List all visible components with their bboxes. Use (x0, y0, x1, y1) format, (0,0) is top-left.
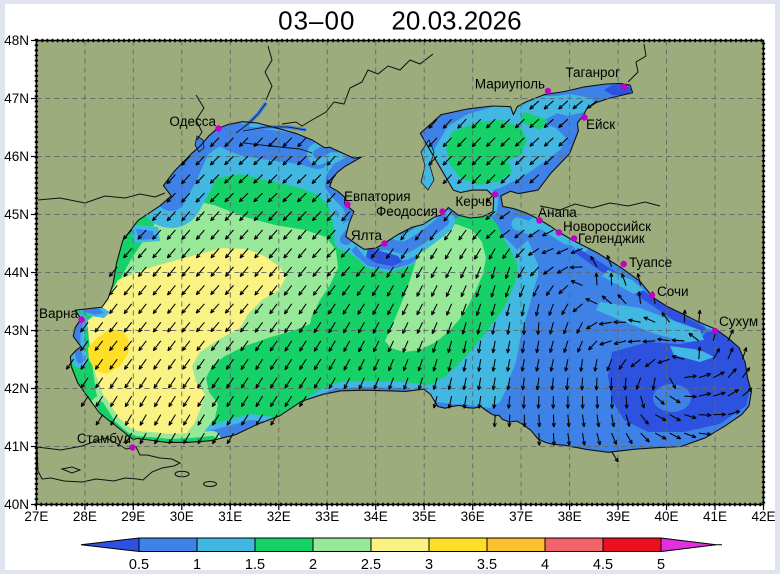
svg-text:Ейск: Ейск (586, 117, 615, 132)
svg-text:Евпатория: Евпатория (344, 189, 411, 204)
svg-text:Новороссийск: Новороссийск (563, 219, 651, 234)
svg-text:1.5: 1.5 (245, 557, 265, 573)
svg-text:0.5: 0.5 (129, 557, 149, 573)
svg-text:30E: 30E (170, 509, 194, 524)
svg-text:40E: 40E (654, 509, 678, 524)
svg-text:1: 1 (193, 557, 201, 573)
svg-text:29E: 29E (121, 509, 145, 524)
svg-text:Мариуполь: Мариуполь (475, 77, 545, 92)
svg-text:Геленджик: Геленджик (578, 231, 645, 246)
svg-text:46N: 46N (4, 149, 29, 164)
svg-text:35E: 35E (412, 509, 436, 524)
svg-text:5: 5 (657, 557, 665, 573)
svg-text:43N: 43N (4, 323, 29, 338)
svg-text:20.03.2026: 20.03.2026 (391, 6, 521, 36)
svg-text:36E: 36E (461, 509, 485, 524)
svg-text:41N: 41N (4, 439, 29, 454)
svg-text:Феодосия: Феодосия (376, 204, 438, 219)
svg-text:40N: 40N (4, 497, 29, 512)
svg-text:37E: 37E (509, 509, 533, 524)
svg-text:44N: 44N (4, 265, 29, 280)
svg-text:Анапа: Анапа (538, 205, 577, 220)
svg-text:Стамбул: Стамбул (77, 431, 131, 446)
svg-text:41E: 41E (703, 509, 727, 524)
svg-text:Сухум: Сухум (719, 314, 758, 329)
svg-text:34E: 34E (364, 509, 388, 524)
svg-text:33E: 33E (315, 509, 339, 524)
svg-text:47N: 47N (4, 91, 29, 106)
svg-text:27E: 27E (24, 509, 48, 524)
svg-text:3: 3 (425, 557, 433, 573)
svg-text:42E: 42E (751, 509, 775, 524)
svg-text:Варна: Варна (39, 306, 78, 321)
svg-text:2.5: 2.5 (361, 557, 381, 573)
svg-text:2: 2 (309, 557, 317, 573)
svg-text:03–00: 03–00 (278, 6, 355, 36)
svg-text:Керчь: Керчь (455, 194, 492, 209)
svg-text:48N: 48N (4, 33, 29, 48)
svg-text:4.5: 4.5 (593, 557, 613, 573)
svg-text:Сочи: Сочи (657, 284, 689, 299)
svg-text:Таганрог: Таганрог (565, 65, 620, 80)
svg-text:32E: 32E (267, 509, 291, 524)
svg-text:Одесса: Одесса (169, 114, 216, 129)
svg-text:3.5: 3.5 (477, 557, 497, 573)
svg-text:Туапсе: Туапсе (629, 255, 672, 270)
svg-text:Ялта: Ялта (351, 228, 383, 243)
svg-text:45N: 45N (4, 207, 29, 222)
svg-text:4: 4 (541, 557, 549, 573)
svg-text:31E: 31E (218, 509, 242, 524)
svg-text:28E: 28E (73, 509, 97, 524)
svg-text:42N: 42N (4, 381, 29, 396)
svg-text:39E: 39E (606, 509, 630, 524)
svg-text:38E: 38E (558, 509, 582, 524)
